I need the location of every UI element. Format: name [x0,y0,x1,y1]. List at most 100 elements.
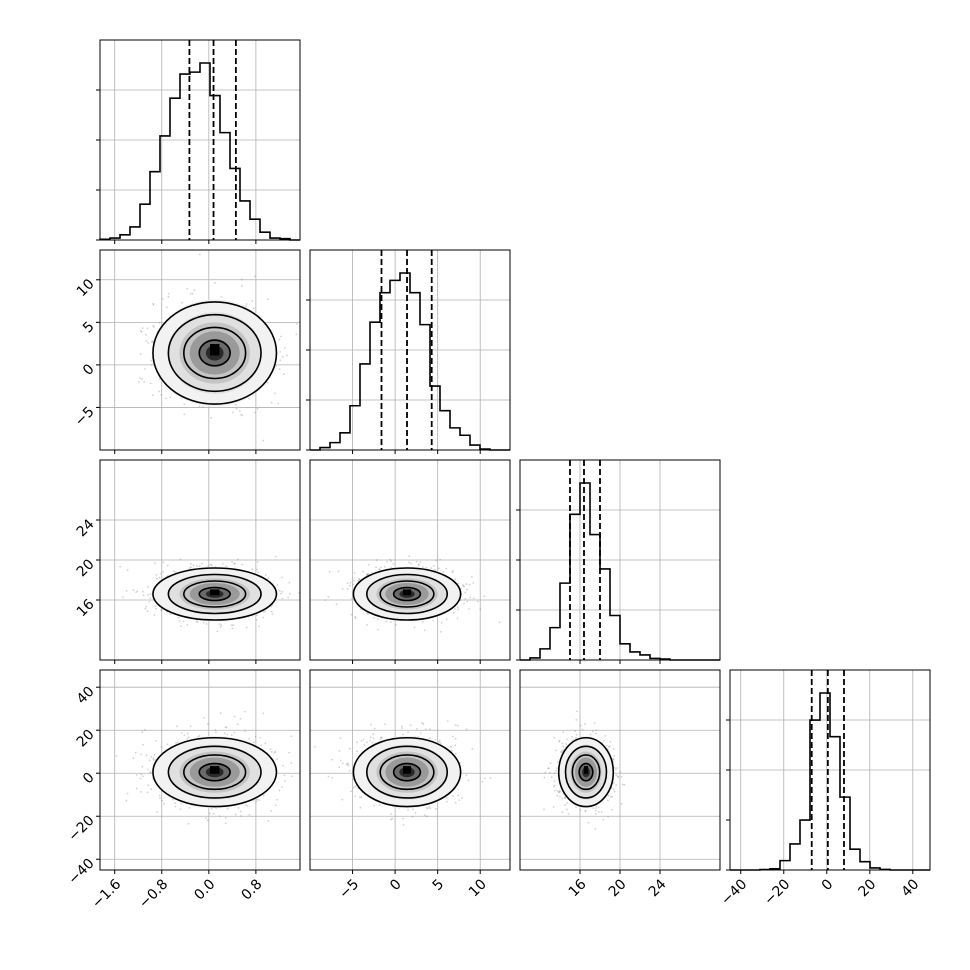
scatter-point [362,738,365,741]
scatter-point [429,807,432,810]
scatter-point [202,621,205,624]
scatter-point [445,567,448,570]
scatter-point [592,807,595,809]
scatter-point [257,571,260,574]
scatter-point [377,628,379,631]
scatter-point [260,744,263,747]
scatter-point [611,796,614,798]
scatter-point [438,739,441,742]
contour-level-3 [152,567,278,621]
scatter-point [564,796,566,799]
scatter-point [417,563,420,565]
scatter-point [411,815,414,818]
scatter-point [368,563,370,566]
scatter-point [198,734,201,737]
scatter-point [233,731,236,734]
scatter-point [612,782,615,784]
scatter-point [145,333,147,336]
scatter-point [140,753,142,756]
scatter-point [453,608,456,610]
scatter-point [378,568,381,571]
x-tick-label: 40 [899,876,923,900]
scatter-point [148,600,151,603]
scatter-point [466,600,469,603]
scatter-point [595,807,597,809]
scatter-point [338,766,341,768]
scatter-point [214,281,216,284]
scatter-point [158,390,161,393]
scatter-point [579,809,582,812]
scatter-point [219,625,222,628]
scatter-point [244,730,247,733]
scatter-point [372,737,375,740]
scatter-point [158,576,161,579]
scatter-point [557,791,560,793]
contour-level-1 [379,580,435,608]
scatter-point [210,564,213,567]
scatter-point [581,728,584,731]
scatter-point [190,562,192,565]
scatter-point [279,592,282,595]
scatter-point [166,564,169,567]
scatter-point [609,795,612,798]
scatter-point [281,590,284,593]
scatter-point [262,712,265,715]
histogram-step-3 [730,692,930,871]
scatter-point [349,581,352,584]
scatter-point [438,567,440,570]
scatter-point [353,579,355,582]
scatter-point [241,414,244,417]
scatter-point [561,797,564,800]
scatter-point [186,732,189,735]
scatter-point [613,766,616,769]
scatter-point [328,570,331,573]
scatter-point [421,722,424,724]
scatter-point [189,292,192,295]
contour-level-0 [392,586,422,602]
scatter-point [160,609,162,612]
scatter-point [148,759,151,762]
scatter-point [462,584,464,586]
scatter-point [266,298,269,301]
scatter-point [423,629,426,632]
density-peak [210,343,220,356]
scatter-point [224,726,227,729]
scatter-point [561,811,564,814]
scatter-point [149,593,152,596]
scatter-point [472,582,475,584]
scatter-point [408,561,410,564]
scatter-point [553,784,556,787]
scatter-point [350,613,353,616]
scatter-point [357,579,359,582]
scatter-point [584,810,587,813]
scatter-point [350,790,352,793]
scatter-point [174,802,176,805]
scatter-point [562,731,565,733]
scatter-point [270,610,273,613]
scatter-point [380,736,383,739]
scatter-point [600,811,603,813]
scatter-point [421,566,424,569]
scatter-point [283,774,286,777]
scatter-point [591,730,594,733]
scatter-point [363,744,366,747]
contour-level-3 [152,301,278,405]
scatter-point [220,295,223,298]
scatter-point [180,731,183,734]
scatter-point [290,775,293,778]
scatter-point [168,245,170,247]
scatter-point [146,610,149,613]
scatter-point [279,335,282,338]
scatter-point [543,808,545,811]
scatter-point [360,740,363,742]
scatter-point [240,278,243,281]
scatter-point [589,733,592,736]
scatter-point [241,285,243,287]
scatter-point [419,561,422,563]
scatter-point [394,624,397,626]
scatter-point [550,776,553,779]
scatter-point [150,341,153,343]
contour-level-1 [379,754,435,791]
scatter-point [348,747,351,750]
scatter-point [143,381,146,383]
